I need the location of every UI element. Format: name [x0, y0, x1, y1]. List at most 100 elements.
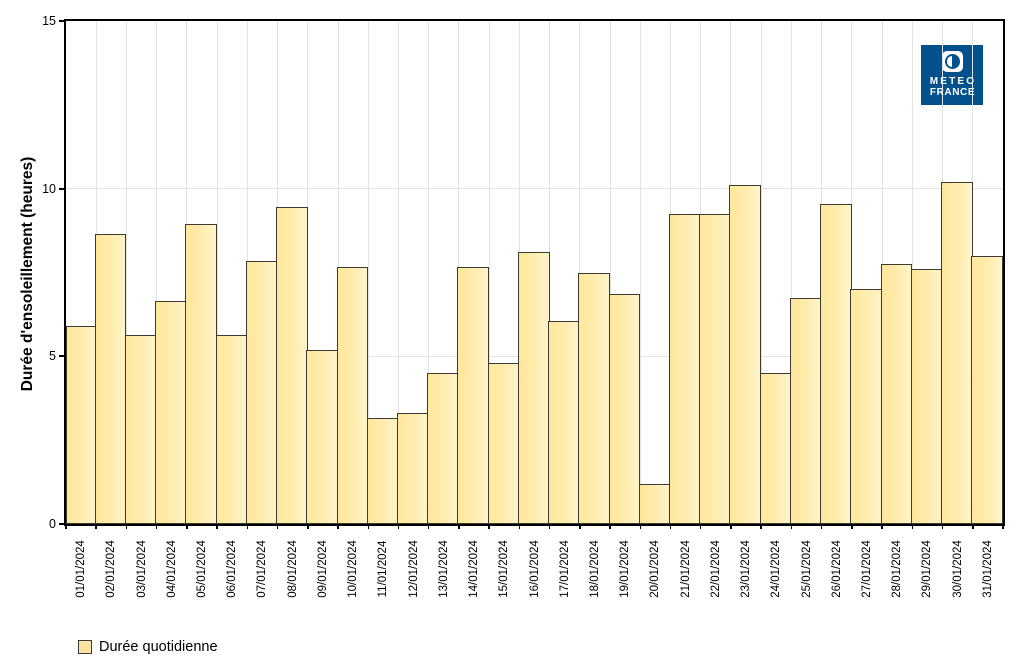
x-tick-label: 12/01/2024	[407, 540, 420, 598]
bar-23/01/2024	[729, 185, 762, 524]
gridline-vertical	[488, 21, 490, 524]
bar-29/01/2024	[910, 269, 943, 524]
x-tick-mark	[699, 524, 702, 529]
x-tick-mark	[911, 524, 914, 529]
gridline-vertical	[760, 21, 762, 524]
bar-03/01/2024	[124, 334, 157, 524]
x-tick-label: 21/01/2024	[679, 540, 692, 598]
bar-02/01/2024	[94, 233, 127, 524]
gridline-vertical	[609, 21, 611, 524]
bar-14/01/2024	[457, 267, 490, 524]
bar-16/01/2024	[517, 252, 550, 524]
bar-28/01/2024	[880, 264, 913, 524]
x-tick-label: 14/01/2024	[468, 540, 481, 598]
gridline-vertical	[125, 21, 127, 524]
x-tick-mark	[155, 524, 158, 529]
gridline-vertical	[307, 21, 309, 524]
bar-24/01/2024	[759, 373, 792, 524]
bar-01/01/2024	[66, 326, 97, 524]
legend: Durée quotidienne	[78, 639, 218, 655]
x-tick-label: 20/01/2024	[649, 540, 662, 598]
x-tick-mark	[669, 524, 672, 529]
bar-31/01/2024	[971, 255, 1003, 524]
gridline-vertical	[216, 21, 218, 524]
y-tick-label: 15	[42, 14, 56, 28]
x-tick-mark	[972, 524, 974, 529]
x-tick-label: 28/01/2024	[891, 540, 904, 598]
bar-25/01/2024	[789, 297, 822, 524]
x-tick-label: 03/01/2024	[135, 540, 148, 598]
x-tick-mark	[397, 524, 400, 529]
y-tick-mark	[59, 20, 64, 22]
y-tick-label: 5	[49, 349, 56, 364]
bar-20/01/2024	[638, 483, 671, 524]
gridline-vertical	[549, 21, 551, 524]
x-tick-label: 02/01/2024	[105, 540, 118, 598]
x-tick-label: 07/01/2024	[256, 540, 269, 598]
bar-12/01/2024	[396, 413, 429, 524]
y-tick-mark	[59, 187, 64, 190]
x-tick-label: 19/01/2024	[619, 540, 632, 598]
x-tick-mark	[458, 524, 460, 529]
y-tick-label: 0	[49, 517, 56, 531]
x-tick-label: 23/01/2024	[740, 540, 753, 598]
x-tick-mark	[367, 524, 369, 529]
x-tick-label: 22/01/2024	[709, 540, 722, 598]
x-tick-mark	[881, 524, 883, 529]
bar-22/01/2024	[699, 213, 731, 524]
x-tick-mark	[851, 524, 853, 529]
x-tick-mark	[790, 524, 793, 529]
bar-27/01/2024	[850, 289, 883, 524]
gridline-vertical	[367, 21, 369, 524]
bar-17/01/2024	[548, 321, 580, 524]
x-tick-mark	[609, 524, 611, 529]
gridline-vertical	[428, 21, 430, 524]
y-axis-title: Durée d'ensoleillement (heures)	[19, 156, 36, 392]
bar-19/01/2024	[608, 294, 641, 524]
bar-26/01/2024	[820, 203, 852, 524]
x-tick-mark	[639, 524, 642, 529]
y-tick-mark	[59, 355, 64, 358]
logo-text-france: FRANCE	[929, 87, 976, 98]
x-tick-label: 13/01/2024	[437, 540, 450, 598]
x-tick-label: 05/01/2024	[196, 540, 209, 598]
x-tick-label: 24/01/2024	[770, 540, 783, 598]
x-tick-mark	[820, 524, 823, 529]
gridline-vertical	[397, 21, 399, 524]
x-tick-label: 09/01/2024	[316, 540, 329, 598]
x-tick-mark	[730, 524, 732, 529]
x-tick-label: 29/01/2024	[921, 540, 934, 598]
logo-text-meteo: METEO	[929, 76, 977, 87]
x-tick-label: 06/01/2024	[226, 540, 239, 598]
gridline-vertical	[790, 21, 792, 524]
x-tick-mark	[246, 524, 249, 529]
bar-21/01/2024	[669, 213, 701, 524]
x-tick-mark	[488, 524, 490, 529]
x-tick-mark	[941, 524, 944, 529]
x-tick-label: 16/01/2024	[528, 540, 541, 598]
x-tick-mark	[1002, 524, 1004, 529]
gridline-vertical	[639, 21, 641, 524]
x-tick-label: 18/01/2024	[588, 540, 601, 598]
x-tick-mark	[125, 524, 128, 529]
bar-05/01/2024	[185, 223, 218, 524]
bar-04/01/2024	[155, 301, 187, 524]
x-tick-label: 15/01/2024	[498, 540, 511, 598]
gridline-vertical	[156, 21, 158, 524]
x-tick-mark	[548, 524, 551, 529]
bar-10/01/2024	[336, 267, 369, 524]
meteo-france-logo: METEO FRANCE	[921, 45, 983, 105]
x-tick-mark	[579, 524, 581, 529]
bar-30/01/2024	[941, 181, 973, 524]
y-tick-label: 10	[42, 181, 56, 196]
x-tick-label: 17/01/2024	[558, 540, 571, 598]
x-tick-mark	[427, 524, 430, 529]
x-tick-label: 04/01/2024	[165, 540, 178, 598]
bar-07/01/2024	[245, 260, 278, 524]
x-tick-mark	[276, 524, 279, 529]
x-tick-label: 27/01/2024	[860, 540, 873, 598]
bar-15/01/2024	[487, 363, 520, 524]
plot-area	[66, 21, 1003, 524]
bar-11/01/2024	[366, 418, 399, 524]
